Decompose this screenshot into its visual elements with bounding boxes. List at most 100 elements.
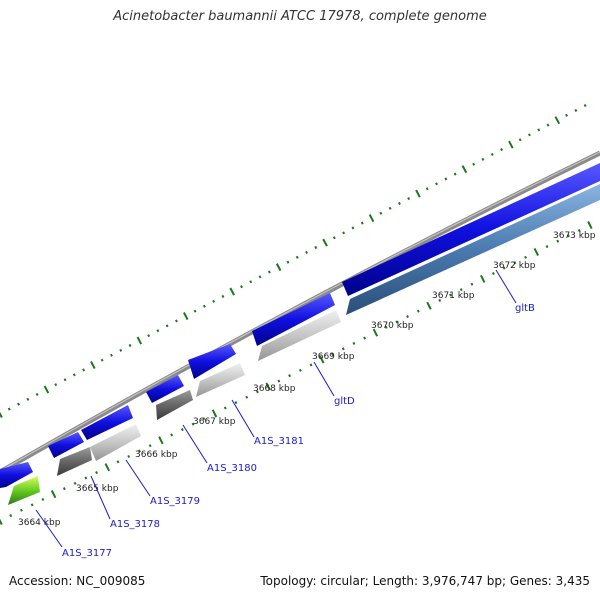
- forward-cds-arrow: [146, 375, 184, 403]
- gene-label[interactable]: A1S_3181: [254, 436, 304, 447]
- outer-tick: [481, 157, 485, 161]
- outer-tick: [63, 378, 67, 382]
- inner-tick: [277, 379, 281, 383]
- inner-tick: [234, 401, 238, 405]
- inner-tick: [577, 228, 581, 232]
- reverse-cds-arrow: [196, 363, 245, 397]
- inner-tick: [363, 336, 367, 340]
- inner-tick: [84, 476, 88, 480]
- gene-label[interactable]: A1S_3180: [207, 463, 257, 474]
- outer-tick: [528, 133, 531, 137]
- outer-tick: [229, 287, 235, 296]
- scale-label: 3667 kbp: [193, 417, 236, 427]
- genome-summary-text: Topology: circular; Length: 3,976,747 bp…: [260, 574, 590, 588]
- outer-tick: [574, 108, 578, 112]
- scale-label: 3672 kbp: [493, 261, 536, 271]
- inner-tick: [73, 481, 77, 485]
- outer-tick: [295, 255, 299, 259]
- outer-tick: [388, 206, 392, 210]
- outer-tick: [82, 368, 86, 372]
- reverse-cds-arrow: [90, 424, 141, 461]
- inner-tick: [470, 282, 474, 286]
- gene-label[interactable]: A1S_3177: [62, 548, 112, 559]
- outer-tick: [249, 280, 253, 284]
- inner-tick: [62, 487, 66, 491]
- inner-tick: [438, 298, 442, 302]
- outer-tick: [461, 165, 468, 174]
- scale-label: 3670 kbp: [371, 321, 414, 331]
- inner-tick: [245, 395, 249, 399]
- forward-cds-arrow: [188, 344, 236, 379]
- scale-ticks-inner: [0, 221, 593, 526]
- outer-tick: [240, 285, 243, 289]
- gc-skew-ticks-outer: [0, 103, 587, 418]
- gene-label[interactable]: A1S_3178: [110, 519, 160, 530]
- gene-label[interactable]: gltB: [515, 303, 535, 314]
- inner-tick: [513, 261, 517, 265]
- gene-leader-lines: [35, 269, 517, 548]
- inner-tick: [138, 449, 141, 453]
- inner-tick: [406, 315, 409, 319]
- outer-tick: [444, 177, 448, 181]
- forward-cds-arrow: [252, 293, 335, 346]
- inner-tick: [449, 293, 452, 297]
- outer-tick: [435, 182, 438, 186]
- outer-tick: [17, 402, 20, 406]
- inner-tick: [319, 355, 325, 364]
- accession-text: Accession: NC_009085: [9, 574, 146, 588]
- inner-tick: [223, 406, 227, 410]
- inner-tick: [524, 255, 527, 259]
- inner-tick: [0, 518, 3, 526]
- inner-tick: [20, 508, 23, 512]
- map-title: Acinetobacter baumannii ATCC 17978, comp…: [113, 9, 487, 24]
- inner-tick: [256, 390, 259, 394]
- outer-tick: [546, 123, 550, 127]
- scale-label: 3666 kbp: [135, 450, 178, 460]
- outer-tick: [221, 294, 225, 298]
- outer-tick: [342, 231, 346, 235]
- outer-tick: [379, 211, 383, 215]
- outer-tick: [136, 336, 143, 345]
- inner-tick: [352, 341, 356, 345]
- inner-tick: [426, 301, 432, 310]
- scale-label: 3671 kbp: [432, 291, 475, 301]
- inner-tick: [95, 471, 98, 475]
- gene-label[interactable]: gltD: [334, 396, 355, 407]
- inner-tick: [533, 247, 539, 256]
- inner-tick: [127, 454, 131, 458]
- inner-tick: [416, 309, 420, 313]
- inner-tick: [9, 514, 13, 518]
- outer-tick: [90, 361, 96, 370]
- reverse-cds-arrow: [156, 390, 193, 420]
- inner-tick: [556, 239, 560, 243]
- outer-tick: [407, 197, 411, 201]
- outer-tick: [119, 348, 123, 352]
- inner-tick: [104, 463, 110, 472]
- reverse-cds-arrow: [57, 447, 92, 476]
- scale-label: 3669 kbp: [312, 352, 355, 362]
- inner-tick: [265, 382, 271, 391]
- outer-tick: [518, 138, 522, 142]
- outer-tick: [156, 329, 160, 333]
- outer-tick: [314, 245, 318, 250]
- outer-tick: [110, 353, 113, 357]
- outer-tick: [202, 304, 206, 308]
- outer-tick: [368, 214, 375, 223]
- outer-tick: [212, 299, 216, 303]
- gene-label[interactable]: A1S_3179: [150, 496, 200, 507]
- outer-tick: [35, 392, 39, 396]
- inner-tick: [459, 288, 463, 292]
- outer-tick: [128, 343, 132, 347]
- inner-tick: [395, 320, 399, 324]
- scale-label: 3664 kbp: [18, 518, 61, 528]
- reverse-cds-arrow: [258, 310, 341, 361]
- forward-cds-arrow: [0, 462, 33, 488]
- inner-tick: [116, 460, 120, 464]
- outer-tick: [7, 407, 11, 411]
- outer-tick: [490, 152, 494, 156]
- outer-tick: [453, 172, 457, 176]
- scale-label: 3665 kbp: [76, 484, 119, 494]
- inner-tick: [41, 497, 45, 501]
